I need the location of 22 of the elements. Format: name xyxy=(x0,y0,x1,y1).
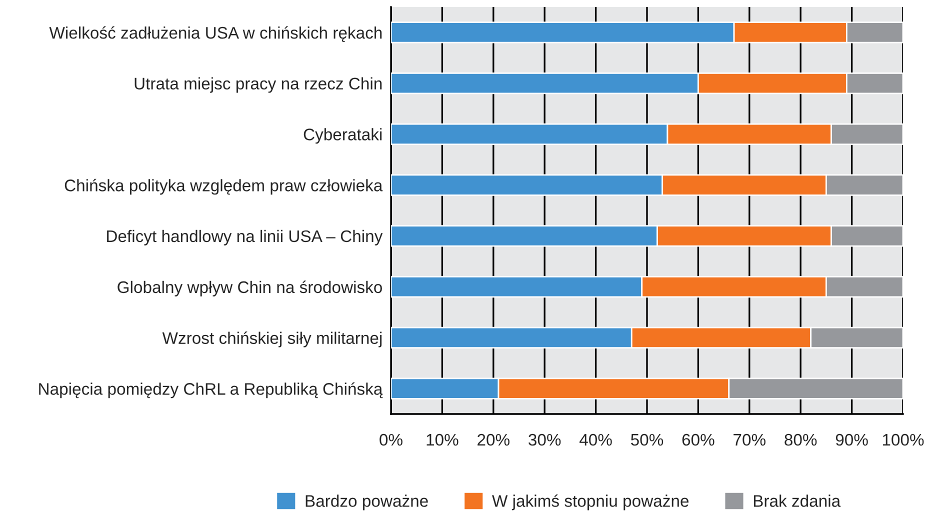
x-tick-label: 50% xyxy=(630,434,664,446)
x-tick-label: 70% xyxy=(734,434,766,446)
x-tick-label: 30% xyxy=(528,434,561,446)
y-tick-label: Chińska polityka względem praw człowieka xyxy=(64,178,383,195)
y-tick-label: Wielkość zadłużenia USA w chińskich rękach xyxy=(49,26,382,42)
y-tick-label: Deficyt handlowy na linii USA – Chiny xyxy=(107,230,383,246)
y-tick-label: Napięcia pomiędzy ChRL a Republiką Chińską xyxy=(39,382,383,398)
legend-label: Bardzo poważne xyxy=(306,494,428,510)
x-tick-label: 40% xyxy=(580,434,612,446)
legend-label: Brak zdania xyxy=(754,494,841,507)
x-tick-label: 10% xyxy=(426,434,458,446)
x-tick-label: 0% xyxy=(380,434,402,446)
y-tick-label: Utrata miejsc pracy na rzecz Chin xyxy=(134,77,382,93)
y-tick-label: Cyberataki xyxy=(304,128,382,144)
legend-label: W jakimś stopniu poważne xyxy=(492,494,689,510)
x-tick-label: 80% xyxy=(784,434,817,446)
x-tick-label: 60% xyxy=(682,434,714,446)
y-tick-label: Wzrost chińskiej siły militarnej xyxy=(162,332,382,348)
y-tick-label: Globalny wpływ Chin na środowisko xyxy=(118,280,382,296)
x-tick-label: 100% xyxy=(882,434,924,446)
x-tick-label: 20% xyxy=(478,434,510,446)
x-tick-label: 90% xyxy=(836,434,868,446)
